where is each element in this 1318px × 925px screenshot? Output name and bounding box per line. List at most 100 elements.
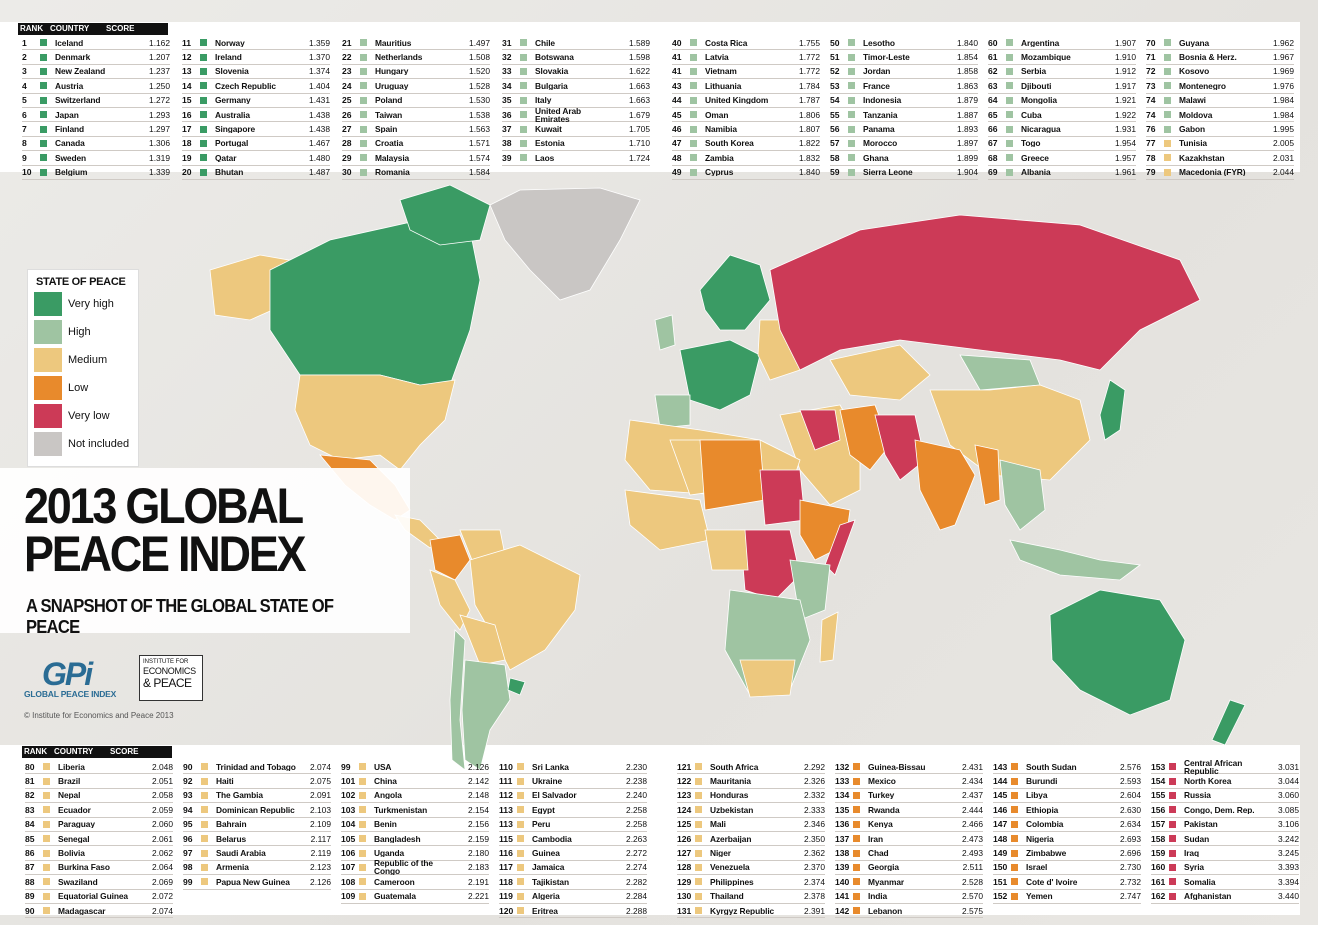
rank-cell: 128 (677, 862, 692, 873)
score-cell: 1.879 (957, 95, 978, 106)
score-cell: 2.437 (962, 790, 983, 801)
table-row: 132 Guinea-Bissau 2.431 (835, 760, 983, 775)
country-cell: Bhutan (215, 168, 244, 177)
table-row: 131 Kyrgyz Republic 2.391 (677, 904, 825, 919)
country-cell: South Sudan (1026, 762, 1077, 771)
score-cell: 1.487 (309, 167, 330, 178)
score-cell: 1.772 (799, 66, 820, 77)
peace-swatch (517, 820, 524, 828)
score-cell: 1.893 (957, 124, 978, 135)
peace-swatch (1169, 763, 1176, 771)
score-cell: 3.242 (1278, 833, 1299, 844)
score-cell: 2.346 (804, 819, 825, 830)
peace-swatch (1006, 53, 1013, 61)
country-shape-canada-islands (399, 184, 491, 246)
country-cell: Cyprus (705, 168, 734, 177)
peace-swatch (1164, 53, 1171, 61)
rank-cell: 9 (22, 152, 27, 163)
rank-cell: 24 (342, 80, 352, 91)
rank-cell: 141 (835, 891, 850, 902)
country-cell: Lesotho (863, 38, 895, 47)
country-cell: Nepal (58, 791, 81, 800)
rank-cell: 30 (342, 167, 352, 178)
rank-cell: 49 (672, 167, 682, 178)
table-row: 56 Panama 1.893 (830, 122, 978, 137)
country-cell: Kyrgyz Republic (710, 906, 775, 915)
table-row: 104 Benin 2.156 (341, 818, 489, 832)
rank-cell: 107 (341, 862, 356, 873)
peace-swatch (40, 154, 47, 162)
rank-cell: 28 (342, 138, 352, 149)
table-row: 92 Haiti 2.075 (183, 774, 331, 789)
peace-swatch (201, 820, 208, 828)
score-cell: 1.832 (799, 152, 820, 163)
score-cell: 1.931 (1115, 124, 1136, 135)
peace-swatch (690, 96, 697, 104)
rank-cell: 130 (677, 891, 692, 902)
country-shape-uk-ireland (654, 314, 676, 351)
score-cell: 1.899 (957, 152, 978, 163)
country-cell: Kuwait (535, 125, 562, 134)
country-shape-russia (769, 214, 1201, 371)
country-cell: Tunisia (1179, 139, 1207, 148)
score-cell: 2.075 (310, 776, 331, 787)
peace-swatch (1006, 96, 1013, 104)
peace-swatch (360, 139, 367, 147)
table-row: 41 Latvia 1.772 (672, 50, 820, 65)
table-row: 119 Algeria 2.284 (499, 890, 647, 904)
table-row: 80 Liberia 2.048 (25, 760, 173, 775)
table-row: 2 Denmark 1.207 (22, 50, 170, 65)
table-row: 1 Iceland 1.162 (22, 36, 170, 51)
table-row: 49 Cyprus 1.840 (672, 166, 820, 180)
score-cell: 2.044 (1273, 167, 1294, 178)
table-row: 155 Russia 3.060 (1151, 789, 1299, 804)
table-row: 88 Swaziland 2.069 (25, 875, 173, 890)
country-cell: Thailand (710, 892, 744, 901)
legend-swatch (34, 320, 62, 344)
peace-swatch (1169, 849, 1176, 857)
peace-swatch (848, 96, 855, 104)
rank-cell: 121 (677, 761, 692, 772)
table-row: 86 Bolivia 2.062 (25, 846, 173, 861)
table-row: 116 Guinea 2.272 (499, 846, 647, 861)
table-row: 19 Qatar 1.480 (182, 151, 330, 166)
table-row: 33 Slovakia 1.622 (502, 65, 650, 80)
ranking-column: 31 Chile 1.589 32 Botswana 1.598 33 Slovakia 1.6… (502, 36, 650, 166)
peace-swatch (200, 96, 207, 104)
legend-swatch (34, 348, 62, 372)
peace-swatch (360, 53, 367, 61)
table-row: 118 Tajikistan 2.282 (499, 875, 647, 890)
bottom-table-band (0, 745, 1300, 915)
peace-swatch (853, 777, 860, 785)
country-cell: Japan (55, 110, 79, 119)
rank-cell: 132 (835, 761, 850, 772)
table-row: 28 Croatia 1.571 (342, 137, 490, 152)
peace-swatch (200, 168, 207, 176)
table-row: 125 Mali 2.346 (677, 818, 825, 832)
country-cell: Netherlands (375, 53, 423, 62)
country-cell: Swaziland (58, 877, 98, 886)
rank-cell: 96 (183, 833, 193, 844)
rank-cell: 126 (677, 833, 692, 844)
table-row: 70 Guyana 1.962 (1146, 36, 1294, 51)
ranking-column: 110 Sri Lanka 2.230 111 Ukraine 2.238 112 El Sa… (499, 760, 647, 919)
country-cell: Indonesia (863, 96, 902, 105)
rank-cell: 73 (1146, 80, 1156, 91)
peace-swatch (359, 806, 366, 814)
rank-cell: 13 (182, 66, 192, 77)
score-cell: 2.258 (626, 819, 647, 830)
country-shape-somalia (824, 519, 856, 576)
peace-swatch (1164, 154, 1171, 162)
table-row: 38 Estonia 1.710 (502, 137, 650, 152)
rank-cell: 155 (1151, 790, 1166, 801)
table-row: 8 Canada 1.306 (22, 137, 170, 152)
score-cell: 2.074 (310, 761, 331, 772)
peace-swatch (1164, 139, 1171, 147)
peace-swatch (200, 125, 207, 133)
country-cell: Montenegro (1179, 81, 1226, 90)
ranking-column: 99 USA 2.126 101 China 2.142 102 Angola 2.148 103… (341, 760, 489, 904)
score-cell: 2.434 (962, 776, 983, 787)
rank-cell: 140 (835, 876, 850, 887)
country-cell: Iraq (1184, 849, 1199, 858)
score-cell: 1.598 (629, 52, 650, 63)
